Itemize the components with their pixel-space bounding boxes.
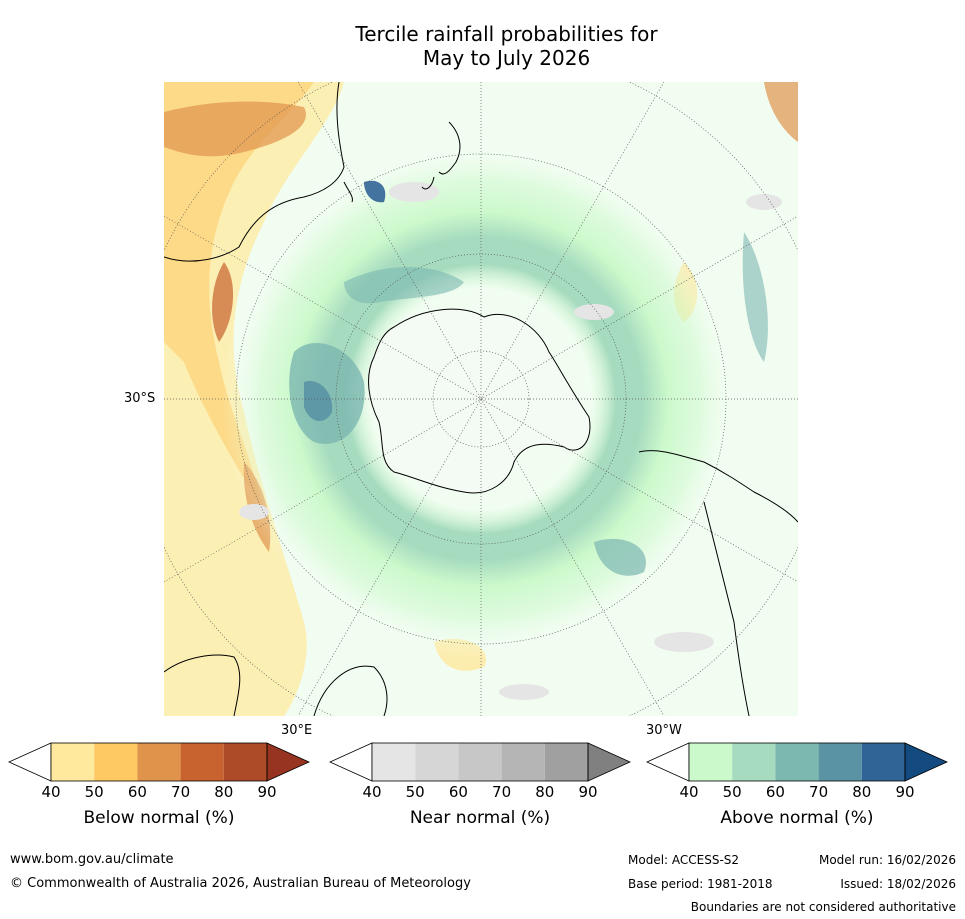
longitude-label-30w: 30°W <box>646 723 682 738</box>
longitude-label-30e: 30°E <box>281 723 313 738</box>
footer-base-period: Base period: 1981-2018 <box>628 877 773 891</box>
colorbar-tick-label: 40 <box>41 783 61 801</box>
australia-coastline <box>164 82 345 262</box>
colorbar-segment <box>458 743 502 781</box>
colorbar-segment <box>732 743 776 781</box>
colorbar-tick-label: 60 <box>448 783 468 801</box>
colorbar-extend-high <box>587 742 631 782</box>
colorbar-tick-label: 70 <box>492 783 512 801</box>
colorbar-tick-label: 70 <box>809 783 829 801</box>
colorbar-tick-label: 90 <box>578 783 598 801</box>
title-line-2: May to July 2026 <box>422 46 591 70</box>
graticule <box>164 82 798 716</box>
colorbar-label-near: Near normal (%) <box>409 808 551 828</box>
colorbar-above-normal <box>646 742 948 782</box>
colorbar-tick-label: 90 <box>257 783 277 801</box>
colorbar-tick-label: 40 <box>679 783 699 801</box>
colorbar-segment <box>415 743 459 781</box>
colorbar-segment <box>372 743 416 781</box>
colorbar-segment <box>775 743 819 781</box>
south-america-coastline <box>638 450 798 523</box>
colorbar-segment <box>861 743 905 781</box>
title-line-1: Tercile rainfall probabilities for <box>355 22 658 46</box>
colorbar-tick-label: 80 <box>852 783 872 801</box>
colorbar-tick-label: 80 <box>214 783 234 801</box>
colorbar-extend-low <box>329 742 373 782</box>
colorbar-tick-label: 70 <box>171 783 191 801</box>
colorbar-segment <box>180 743 224 781</box>
colorbar-tick-label: 50 <box>405 783 425 801</box>
footer-model-run: Model run: 16/02/2026 <box>818 853 956 867</box>
colorbar-below-normal <box>8 742 310 782</box>
colorbar-segment <box>501 743 545 781</box>
colorbar-tick-label: 50 <box>84 783 104 801</box>
colorbar-extend-low <box>646 742 690 782</box>
colorbar-segment <box>51 743 95 781</box>
colorbar-tick-label: 80 <box>535 783 555 801</box>
chart-title: Tercile rainfall probabilities for May t… <box>0 22 965 70</box>
africa-coastline <box>164 654 241 716</box>
footer-url: www.bom.gov.au/climate <box>10 852 174 867</box>
colorbar-tick-label: 60 <box>765 783 785 801</box>
footer-issued: Issued: 18/02/2026 <box>840 877 956 891</box>
colorbar-extend-high <box>266 742 310 782</box>
colorbar-segment <box>137 743 181 781</box>
colorbar-segment <box>689 743 733 781</box>
colorbar-extend-low <box>8 742 52 782</box>
footer-model: Model: ACCESS-S2 <box>628 853 740 867</box>
colorbar-near-normal <box>329 742 631 782</box>
antarctica-coastline <box>368 308 591 494</box>
colorbar-segment <box>94 743 138 781</box>
colorbar-segment <box>818 743 862 781</box>
colorbar-tick-label: 40 <box>362 783 382 801</box>
footer-disclaimer: Boundaries are not considered authoritat… <box>690 900 956 914</box>
colorbar-tick-label: 90 <box>895 783 915 801</box>
rainfall-probability-map <box>164 82 798 716</box>
colorbar-label-above: Above normal (%) <box>720 808 874 828</box>
new-zealand-coastline <box>421 121 461 190</box>
latitude-label-30s: 30°S <box>124 391 156 406</box>
colorbar-tick-label: 50 <box>722 783 742 801</box>
antarctica-interior <box>368 309 590 493</box>
colorbar-segment <box>223 743 267 781</box>
colorbar-tick-label: 60 <box>127 783 147 801</box>
colorbar-label-below: Below normal (%) <box>83 808 235 828</box>
colorbar-segment <box>544 743 588 781</box>
footer-copyright: © Commonwealth of Australia 2026, Austra… <box>10 876 471 891</box>
colorbar-extend-high <box>904 742 948 782</box>
